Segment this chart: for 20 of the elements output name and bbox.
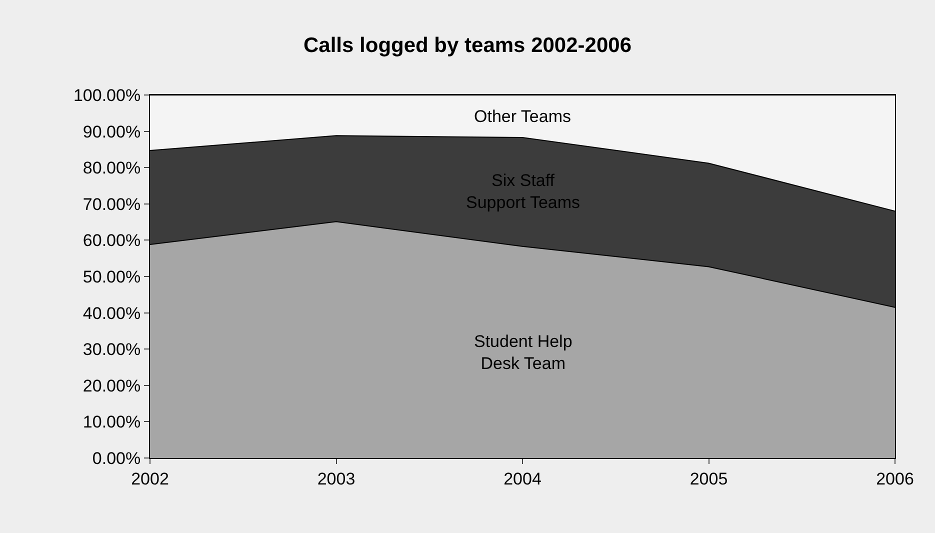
x-tick-label: 2006: [876, 469, 914, 488]
y-tick-label: 0.00%: [92, 448, 141, 468]
y-tick-label: 30.00%: [82, 340, 141, 360]
x-tick-label: 2004: [504, 469, 542, 488]
x-tick-label: 2005: [690, 469, 728, 488]
y-tick-label: 100.00%: [73, 86, 141, 105]
y-tick-label: 90.00%: [82, 122, 141, 142]
y-tick-label: 50.00%: [82, 267, 141, 286]
y-tick-label: 80.00%: [82, 158, 141, 178]
series-label: Six Staff Support Teams: [466, 171, 580, 212]
chart-title: Calls logged by teams 2002-2006: [304, 34, 632, 58]
x-tick-label: 2003: [317, 469, 356, 488]
y-tick-label: 40.00%: [82, 304, 141, 323]
x-tick-label: 2002: [131, 469, 169, 488]
y-tick-label: 60.00%: [82, 231, 141, 250]
y-tick-label: 20.00%: [82, 376, 141, 396]
y-tick-label: 10.00%: [82, 412, 141, 432]
y-tick-label: 70.00%: [82, 194, 141, 214]
series-label: Student Help Desk Team: [474, 332, 572, 374]
series-label: Other Teams: [474, 107, 572, 126]
